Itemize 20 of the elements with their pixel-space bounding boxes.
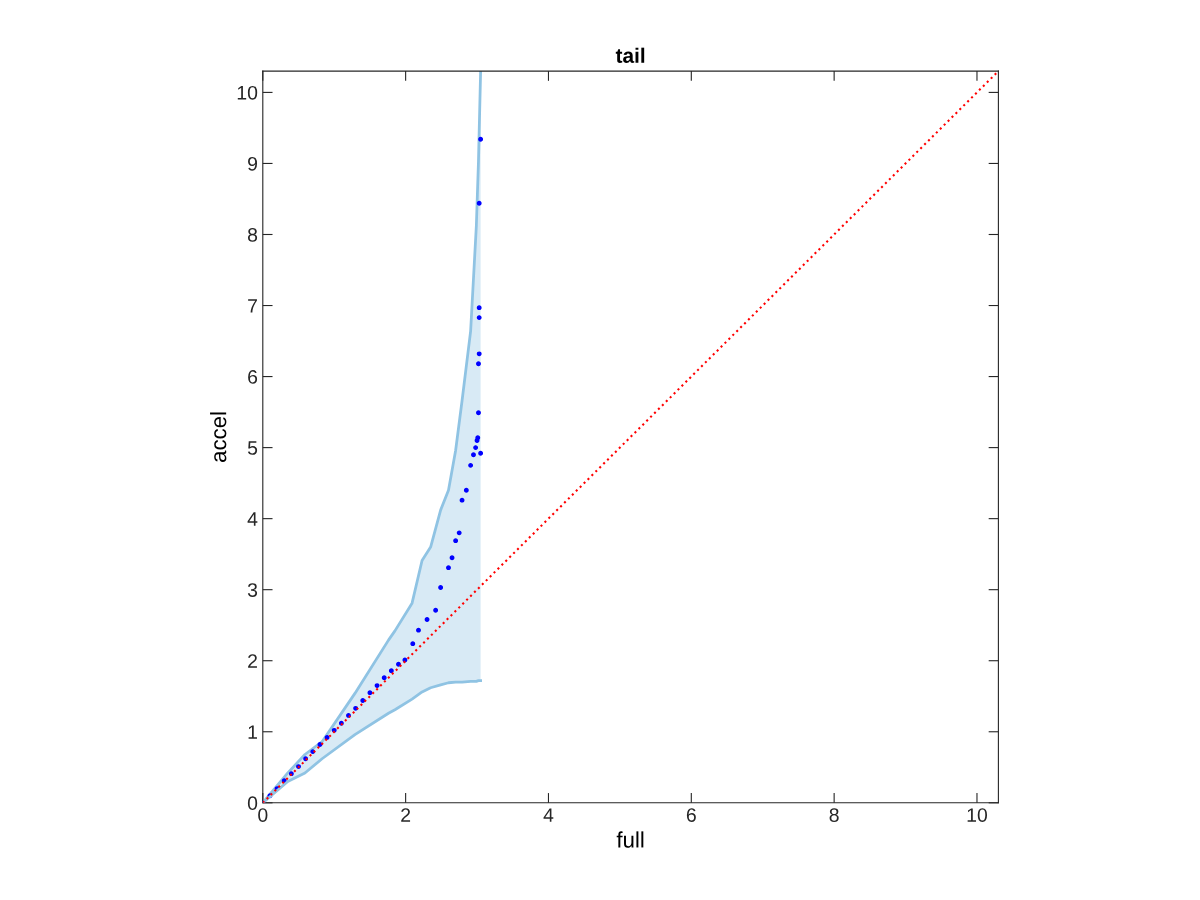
x-tick-label: 8 — [829, 808, 839, 822]
y-tick-label: 2 — [248, 654, 257, 668]
y-tick-label: 8 — [247, 227, 258, 242]
y-tick-label: 6 — [248, 370, 258, 384]
x-tick-label: 6 — [686, 808, 696, 822]
y-tick-label: 10 — [237, 85, 258, 100]
y-tick-label: 4 — [247, 512, 258, 526]
y-tick-label: 0 — [247, 796, 258, 811]
y-tick-label: 5 — [247, 441, 258, 455]
y-tick-label: 9 — [248, 156, 258, 171]
x-tick-label: 0 — [258, 808, 268, 822]
chart-title: tail — [615, 47, 645, 63]
y-tick-label: 1 — [248, 725, 257, 739]
x-tick-label: 10 — [967, 808, 988, 822]
x-axis-title: full — [616, 831, 644, 848]
y-axis-title: accel — [210, 412, 227, 462]
y-tick-label: 3 — [247, 583, 258, 597]
y-tick-label: 7 — [248, 299, 257, 313]
x-tick-label: 4 — [543, 808, 554, 822]
x-tick-label: 2 — [401, 808, 411, 822]
